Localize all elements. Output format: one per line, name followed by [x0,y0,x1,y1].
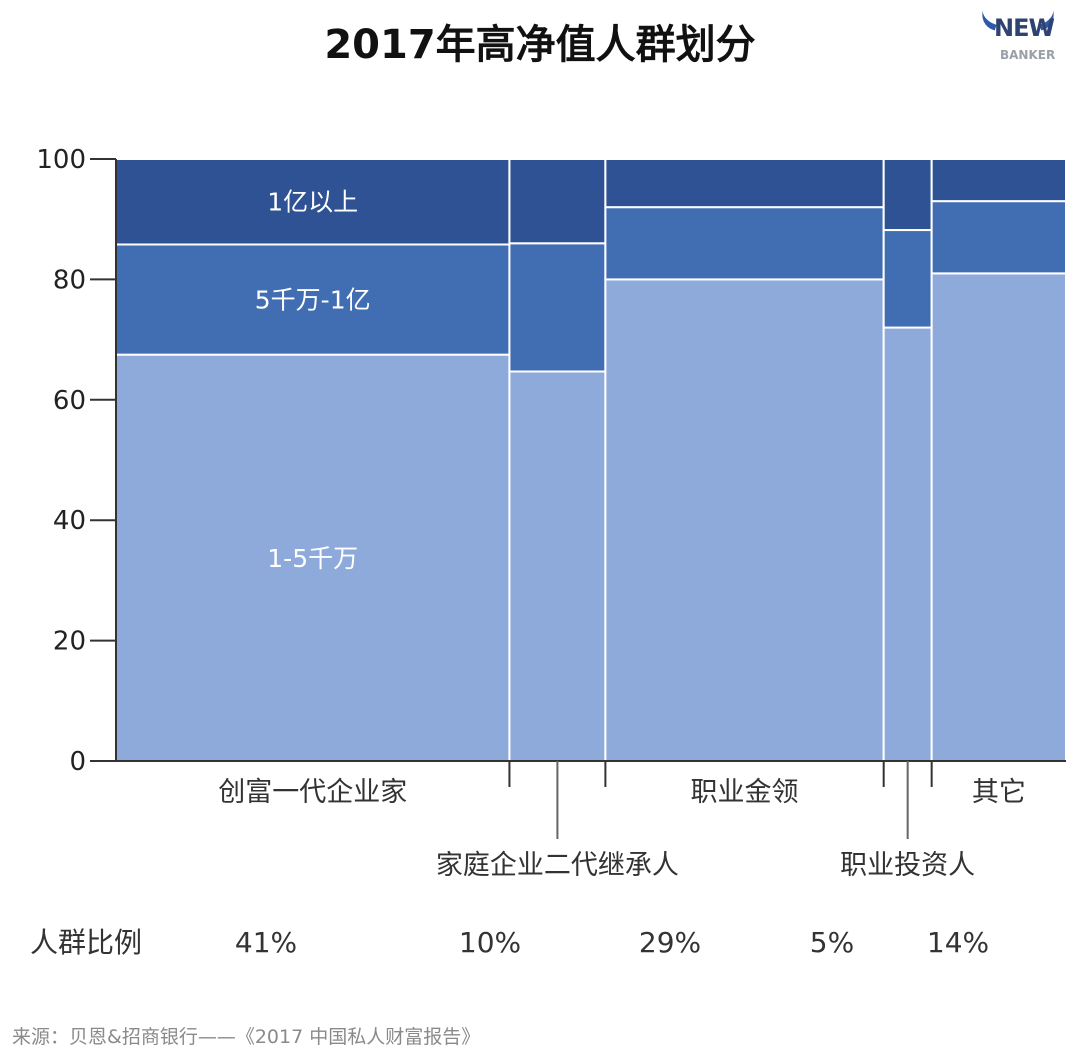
category-label: 创富一代企业家 [218,777,407,808]
mosaic-cell [508,158,607,245]
mosaic-cell [115,243,511,356]
newbanker-logo: NEW BANKER [977,8,1059,78]
mosaic-cell [115,158,511,246]
mosaic-cell [604,278,885,762]
share-value: 14% [927,926,989,959]
y-tick-label: 100 [36,145,86,175]
y-tick-label: 20 [53,627,86,657]
mosaic-cell [604,158,885,209]
share-value: 5% [810,926,854,959]
mosaic-cell [508,242,607,373]
logo-text-new: NEW [994,14,1055,42]
segment-label: 1亿以上 [267,188,358,217]
category-label: 职业金领 [691,777,799,808]
share-value: 10% [459,926,521,959]
mosaic-cell [508,370,607,762]
y-tick-label: 40 [53,506,86,536]
category-label: 职业投资人 [840,850,975,881]
source-note: 来源：贝恩&招商银行——《2017 中国私人财富报告》 [12,1026,481,1048]
share-row-label: 人群比例 [30,926,142,959]
mosaic-cell [930,200,1067,275]
mosaic-cell [882,326,933,762]
category-label: 其它 [972,777,1026,808]
mosaic-cell [882,229,933,329]
mosaic-cell [882,158,933,232]
y-tick-label: 0 [69,747,86,777]
category-label: 家庭企业二代继承人 [436,850,679,881]
chart-title: 2017年高净值人群划分 [324,22,756,68]
y-tick-label: 80 [53,265,86,295]
share-value: 29% [639,926,701,959]
segment-label: 1-5千万 [267,544,358,573]
share-value: 41% [235,926,297,959]
mosaic-cell [930,158,1067,203]
mosaic-chart: 1-5千万 5千万-1亿 1亿以上 0 20 40 60 80 100 创富一代企业家家庭企业二代… [30,145,1067,959]
logo-text-banker: BANKER [1000,48,1056,62]
mosaic-cell [604,206,885,281]
segment-label: 5千万-1亿 [255,286,371,315]
y-tick-label: 60 [53,386,86,416]
mosaic-cell [930,272,1067,762]
